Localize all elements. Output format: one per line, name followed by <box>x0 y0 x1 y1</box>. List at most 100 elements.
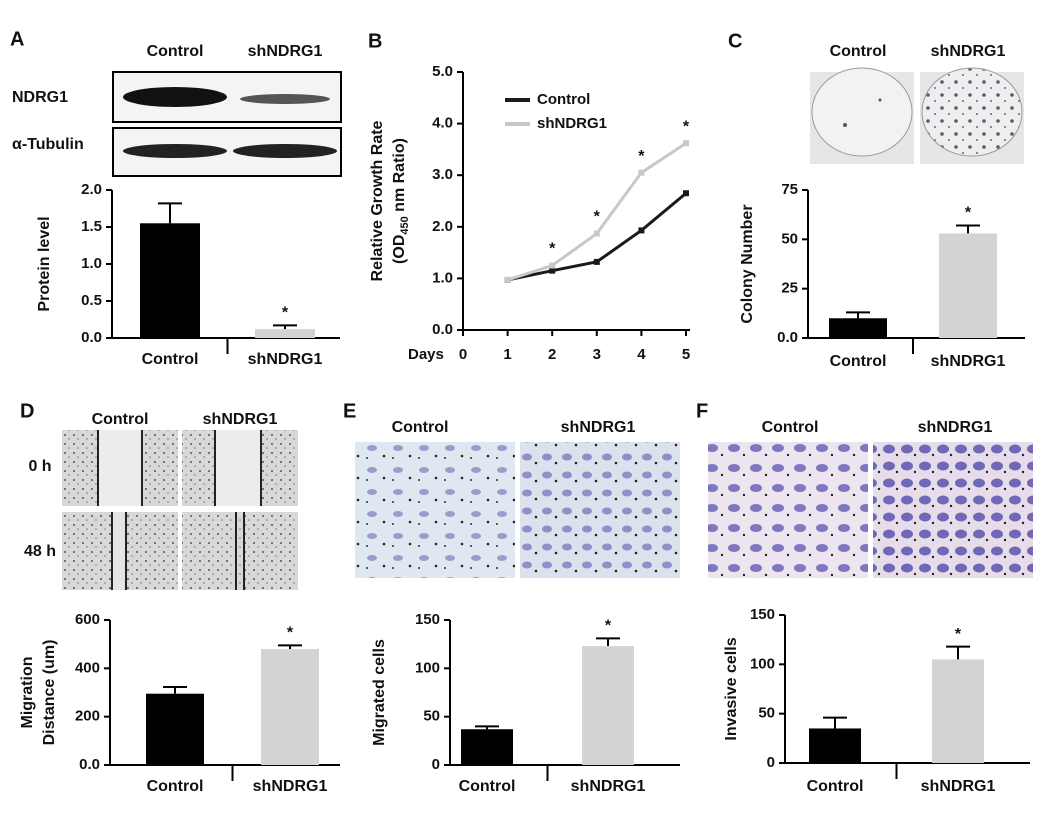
bar <box>932 659 984 763</box>
y-tick-label: 3.0 <box>432 166 453 183</box>
x-tick-label: shNDRG1 <box>931 353 1006 370</box>
y-tick-label: 50 <box>423 708 440 725</box>
data-point <box>549 267 556 274</box>
invasion-images <box>708 442 1033 578</box>
y-axis-label: Distance (um) <box>41 640 58 746</box>
bar <box>261 649 319 765</box>
y-tick-label: 5.0 <box>432 63 453 80</box>
x-tick-label: shNDRG1 <box>571 778 646 795</box>
image-column-label: shNDRG1 <box>561 419 636 436</box>
y-tick-label: 1.5 <box>81 218 102 235</box>
image-column-label: shNDRG1 <box>918 419 993 436</box>
y-tick-label: 0.0 <box>81 329 102 346</box>
image-column-label: Control <box>92 411 149 428</box>
y-tick-label: 0.0 <box>79 756 100 773</box>
y-tick-label: 2.0 <box>81 181 102 198</box>
y-tick-label: 0 <box>432 756 440 773</box>
significance-marker: * <box>683 118 690 135</box>
legend-label: Control <box>537 91 590 108</box>
data-point <box>593 230 600 237</box>
bar <box>140 223 200 338</box>
x-tick-label: 0 <box>459 346 467 363</box>
x-tick-label: 5 <box>682 346 690 363</box>
y-axis-label-part: nm Ratio) <box>391 138 408 216</box>
y-axis-label: Protein level <box>36 216 53 311</box>
image-column-label: Control <box>762 419 819 436</box>
bar <box>809 728 861 763</box>
x-tick-label: Control <box>142 351 199 368</box>
y-tick-label: 50 <box>781 230 798 247</box>
significance-marker: * <box>638 148 645 165</box>
y-axis-label: Colony Number <box>739 204 756 323</box>
y-axis-label: (OD450 nm Ratio) <box>391 138 411 264</box>
image-row-label: 48 h <box>24 543 56 560</box>
image-column-label: shNDRG1 <box>931 43 1006 60</box>
data-point <box>683 140 689 147</box>
data-point <box>683 190 689 197</box>
colony-images <box>810 67 1024 164</box>
x-tick-label: Control <box>459 778 516 795</box>
x-tick-label: Control <box>147 778 204 795</box>
y-axis-label: Invasive cells <box>723 637 740 740</box>
significance-marker: * <box>605 618 612 635</box>
y-tick-label: 75 <box>781 181 798 198</box>
image-column-label: Control <box>392 419 449 436</box>
panel-letter: C <box>728 30 742 52</box>
panel-letter: B <box>368 30 382 52</box>
y-tick-label: 50 <box>758 705 775 722</box>
data-point <box>549 262 556 269</box>
image-row-label: NDRG1 <box>12 89 68 106</box>
y-tick-label: 0.0 <box>432 321 453 338</box>
significance-marker: * <box>549 241 556 258</box>
y-tick-label: 0.5 <box>81 292 102 309</box>
y-tick-label: 0.0 <box>777 329 798 346</box>
image-column-label: shNDRG1 <box>203 411 278 428</box>
y-tick-label: 4.0 <box>432 115 453 132</box>
y-tick-label: 2.0 <box>432 218 453 235</box>
bar <box>146 693 204 765</box>
image-column-label: shNDRG1 <box>248 43 323 60</box>
panel-letter: F <box>696 400 708 422</box>
x-tick-label: Control <box>807 778 864 795</box>
bar <box>829 318 887 338</box>
x-tick-label: 2 <box>548 346 556 363</box>
data-point <box>504 276 511 283</box>
series-line <box>507 192 687 282</box>
y-tick-label: 1.0 <box>432 269 453 286</box>
data-point <box>638 227 645 234</box>
x-tick-label: shNDRG1 <box>248 351 323 368</box>
data-point <box>638 169 645 176</box>
significance-marker: * <box>282 305 289 322</box>
x-tick-label: 4 <box>637 346 646 363</box>
legend-label: shNDRG1 <box>537 115 607 132</box>
panel-letter: E <box>343 400 356 422</box>
significance-marker: * <box>955 626 962 643</box>
image-column-label: Control <box>830 43 887 60</box>
y-tick-label: 100 <box>750 655 775 672</box>
image-row-label: α-Tubulin <box>12 136 84 153</box>
scratch-images <box>62 430 298 590</box>
y-tick-label: 600 <box>75 611 100 628</box>
x-tick-label: Control <box>830 353 887 370</box>
panel-letter: D <box>20 400 34 422</box>
x-tick-label: 3 <box>593 346 601 363</box>
x-tick-label: shNDRG1 <box>921 778 996 795</box>
significance-marker: * <box>594 209 601 226</box>
image-row-label: 0 h <box>28 458 51 475</box>
x-tick-label: 1 <box>503 346 511 363</box>
significance-marker: * <box>287 625 294 642</box>
y-tick-label: 150 <box>750 606 775 623</box>
bar <box>939 233 997 338</box>
y-tick-label: 1.0 <box>81 255 102 272</box>
western-blot <box>112 71 342 177</box>
significance-marker: * <box>965 205 972 222</box>
y-tick-label: 150 <box>415 611 440 628</box>
image-column-label: Control <box>147 43 204 60</box>
migration-images <box>355 442 680 578</box>
data-point <box>593 258 600 265</box>
y-tick-label: 0 <box>767 754 775 771</box>
y-axis-label-part: 450 <box>399 216 411 234</box>
x-tick-label: shNDRG1 <box>253 778 328 795</box>
bar <box>582 646 634 765</box>
